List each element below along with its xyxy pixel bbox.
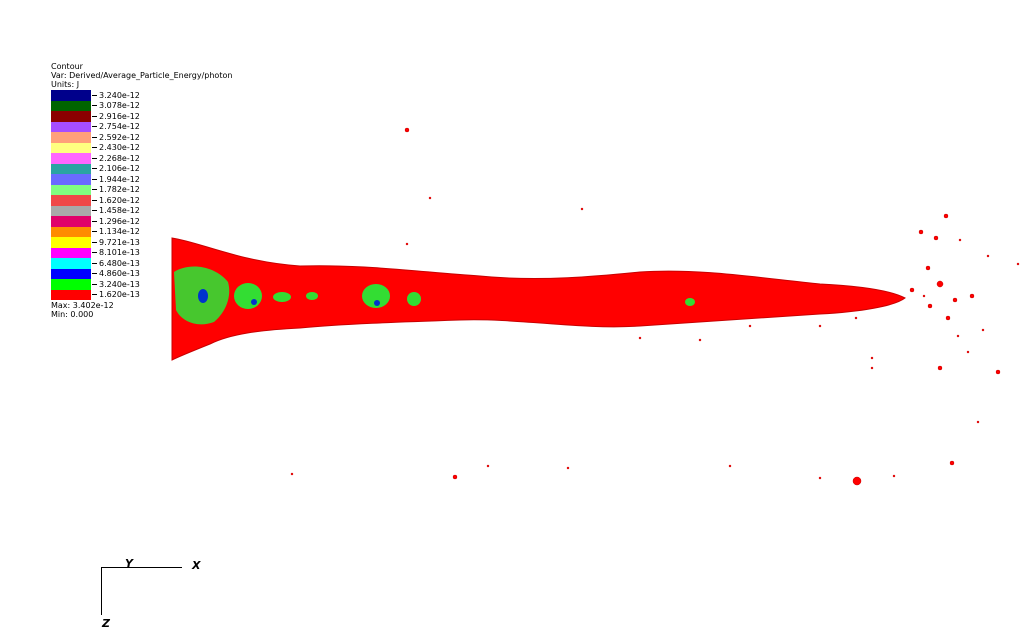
plume-fragment xyxy=(406,243,408,245)
plume-fragment xyxy=(567,467,569,469)
plume-inner-blob xyxy=(234,283,262,309)
plume-fragment xyxy=(987,255,989,257)
plume-fragment xyxy=(581,208,583,210)
plume-fragment xyxy=(982,329,984,331)
plume-fragment xyxy=(853,477,861,485)
plume-fragment xyxy=(953,298,957,302)
z-axis-label: Z xyxy=(102,617,110,630)
plume-fragment xyxy=(291,473,293,475)
plume-fragment xyxy=(937,281,943,287)
plume-fragment xyxy=(893,475,895,477)
plume-fragment xyxy=(487,465,489,467)
plume-fragment xyxy=(977,421,979,423)
plume-fragment xyxy=(910,288,914,292)
plume-fragment xyxy=(855,317,857,319)
plume-fragment xyxy=(967,351,969,353)
plume-fragment xyxy=(923,295,925,297)
plume-fragment xyxy=(996,370,1000,374)
plume-fragment xyxy=(938,366,942,370)
plume-fragment xyxy=(957,335,959,337)
plume-fragment xyxy=(934,236,938,240)
plume-fragment xyxy=(729,465,731,467)
plume-fragment xyxy=(819,477,821,479)
plume-core-blob xyxy=(198,289,208,303)
plume-core-blob xyxy=(374,300,380,306)
plume-fragment xyxy=(871,367,873,369)
y-axis-label: Y xyxy=(125,557,133,570)
x-axis-line xyxy=(101,567,182,568)
contour-plume xyxy=(172,238,905,360)
plume-fragment xyxy=(1017,263,1019,265)
plume-inner-blob xyxy=(407,292,421,306)
plume-fragment xyxy=(699,339,701,341)
plume-fragment xyxy=(946,316,950,320)
plume-inner-blob xyxy=(685,298,695,306)
plume-fragment xyxy=(959,239,961,241)
plume-fragment xyxy=(429,197,431,199)
plume-core-blob xyxy=(251,299,257,305)
plume-fragment xyxy=(749,325,751,327)
plume-fragment xyxy=(928,304,932,308)
plume-fragment xyxy=(819,325,821,327)
plume-fragment xyxy=(970,294,974,298)
plume-fragment xyxy=(405,128,409,132)
plume-fragment xyxy=(453,475,457,479)
plume-fragment xyxy=(639,337,641,339)
plume-inner-blob xyxy=(306,292,318,300)
x-axis-label: X xyxy=(192,559,200,572)
z-axis-line xyxy=(101,567,102,615)
plume-fragment xyxy=(950,461,954,465)
plume-inner-blob xyxy=(273,292,291,302)
plume-fragment xyxy=(944,214,948,218)
plume-fragment xyxy=(871,357,873,359)
plume-fragment xyxy=(926,266,930,270)
plume-fragment xyxy=(919,230,923,234)
